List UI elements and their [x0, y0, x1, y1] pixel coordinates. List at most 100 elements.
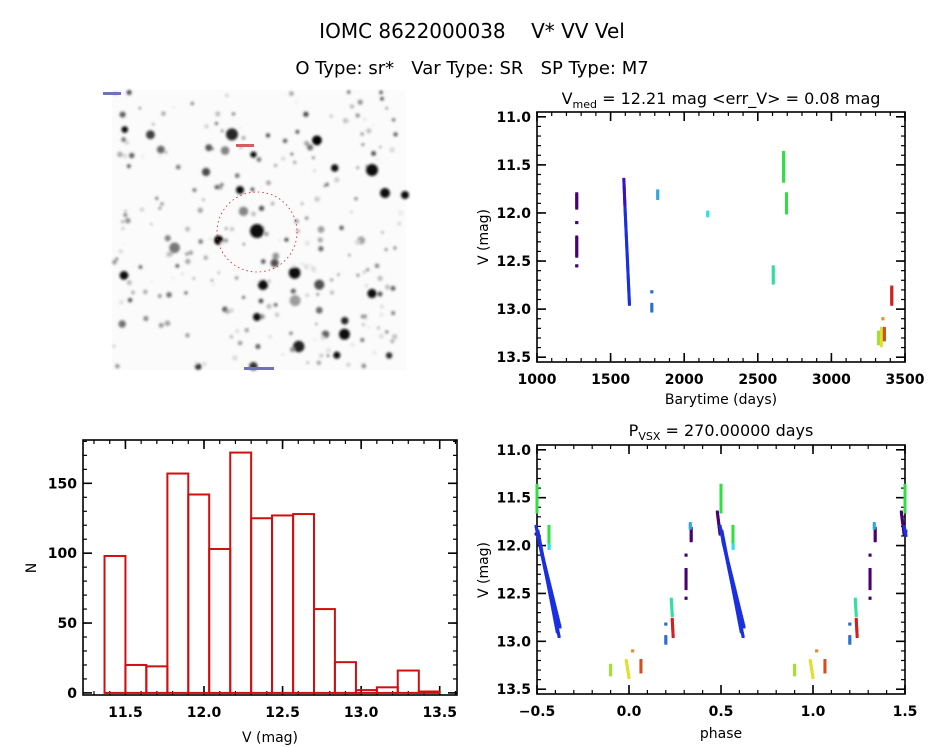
data-point	[650, 307, 654, 311]
data-point	[725, 553, 729, 557]
histogram-bar	[145, 665, 169, 694]
star	[357, 99, 363, 105]
data-point	[664, 638, 668, 642]
star	[211, 282, 216, 287]
x-tick-label: 11.5	[108, 705, 143, 721]
data-point	[706, 214, 710, 218]
data-point	[539, 546, 543, 550]
light-curve-title: Vmed = 12.21 mag <err_V> = 0.08 mag	[562, 89, 881, 111]
data-point	[627, 674, 631, 678]
star	[250, 151, 257, 158]
data-point	[622, 182, 626, 186]
data-point	[855, 625, 859, 629]
data-point	[854, 619, 858, 623]
star	[313, 338, 317, 342]
star	[289, 346, 296, 353]
star	[131, 290, 135, 295]
data-point	[626, 269, 630, 273]
star	[198, 239, 203, 244]
star	[397, 221, 402, 226]
data-point	[848, 622, 852, 626]
star	[281, 353, 284, 356]
data-point	[551, 610, 555, 614]
title-subscript: med	[573, 98, 597, 111]
star	[197, 207, 204, 213]
star	[317, 226, 325, 233]
x-tick-label: 1.5	[893, 704, 918, 720]
star	[158, 206, 162, 210]
star	[391, 311, 396, 316]
data-point	[664, 641, 668, 645]
data-point	[549, 587, 553, 591]
histogram-bar	[313, 608, 336, 694]
star	[138, 106, 142, 110]
data-point	[539, 544, 543, 548]
data-point	[808, 660, 812, 664]
data-point	[627, 289, 631, 293]
star	[139, 207, 145, 212]
data-point	[624, 658, 628, 662]
data-point	[877, 342, 881, 346]
star	[385, 284, 390, 290]
data-point	[624, 217, 628, 221]
star	[124, 209, 127, 212]
star	[393, 132, 398, 137]
star	[184, 291, 188, 295]
data-point	[624, 224, 628, 228]
star	[300, 202, 304, 205]
star	[234, 173, 240, 178]
histogram-plot: V (mag) N 11.5 12.0 12.5 13.0 13.5 0 50 100 150	[24, 439, 458, 746]
data-point	[741, 619, 745, 623]
data-point	[575, 264, 579, 268]
data-point	[626, 262, 630, 266]
data-point	[548, 592, 552, 596]
data-point	[627, 287, 631, 291]
data-point	[854, 622, 858, 626]
data-point	[872, 523, 876, 527]
star	[122, 153, 128, 159]
data-point	[735, 609, 739, 613]
data-point	[731, 532, 735, 536]
data-point	[733, 590, 737, 594]
target-label-mark	[236, 144, 254, 147]
star	[381, 231, 384, 234]
x-tick-label: 1500	[591, 372, 630, 388]
star	[127, 297, 133, 303]
star	[270, 201, 275, 206]
x-tick-label: −0.5	[519, 704, 556, 720]
star	[169, 242, 180, 254]
star	[361, 363, 367, 369]
data-point	[627, 293, 631, 297]
bright-star	[253, 313, 261, 321]
star	[325, 347, 332, 354]
data-point	[793, 665, 797, 669]
data-point	[624, 232, 628, 236]
star	[161, 111, 166, 116]
data-point	[624, 223, 628, 227]
star	[164, 235, 171, 242]
data-point	[722, 541, 726, 545]
star	[378, 333, 384, 339]
star	[211, 147, 215, 151]
star	[225, 93, 229, 98]
star	[294, 218, 299, 224]
data-point	[734, 593, 738, 597]
star	[138, 265, 143, 269]
data-point	[626, 669, 630, 673]
data-point	[624, 660, 628, 664]
data-point	[547, 526, 551, 530]
data-point	[656, 195, 660, 199]
y-tick-label: 11.0	[496, 110, 531, 126]
data-point	[625, 241, 629, 245]
y-tick-label: 12.5	[496, 586, 531, 602]
data-point	[650, 304, 654, 308]
star	[312, 169, 317, 173]
data-point	[622, 183, 626, 187]
histogram-bar	[375, 686, 399, 694]
data-point	[552, 615, 556, 619]
data-point	[809, 666, 813, 670]
data-point	[625, 254, 629, 258]
data-point	[545, 579, 549, 583]
star	[167, 251, 173, 257]
data-point	[782, 179, 786, 183]
